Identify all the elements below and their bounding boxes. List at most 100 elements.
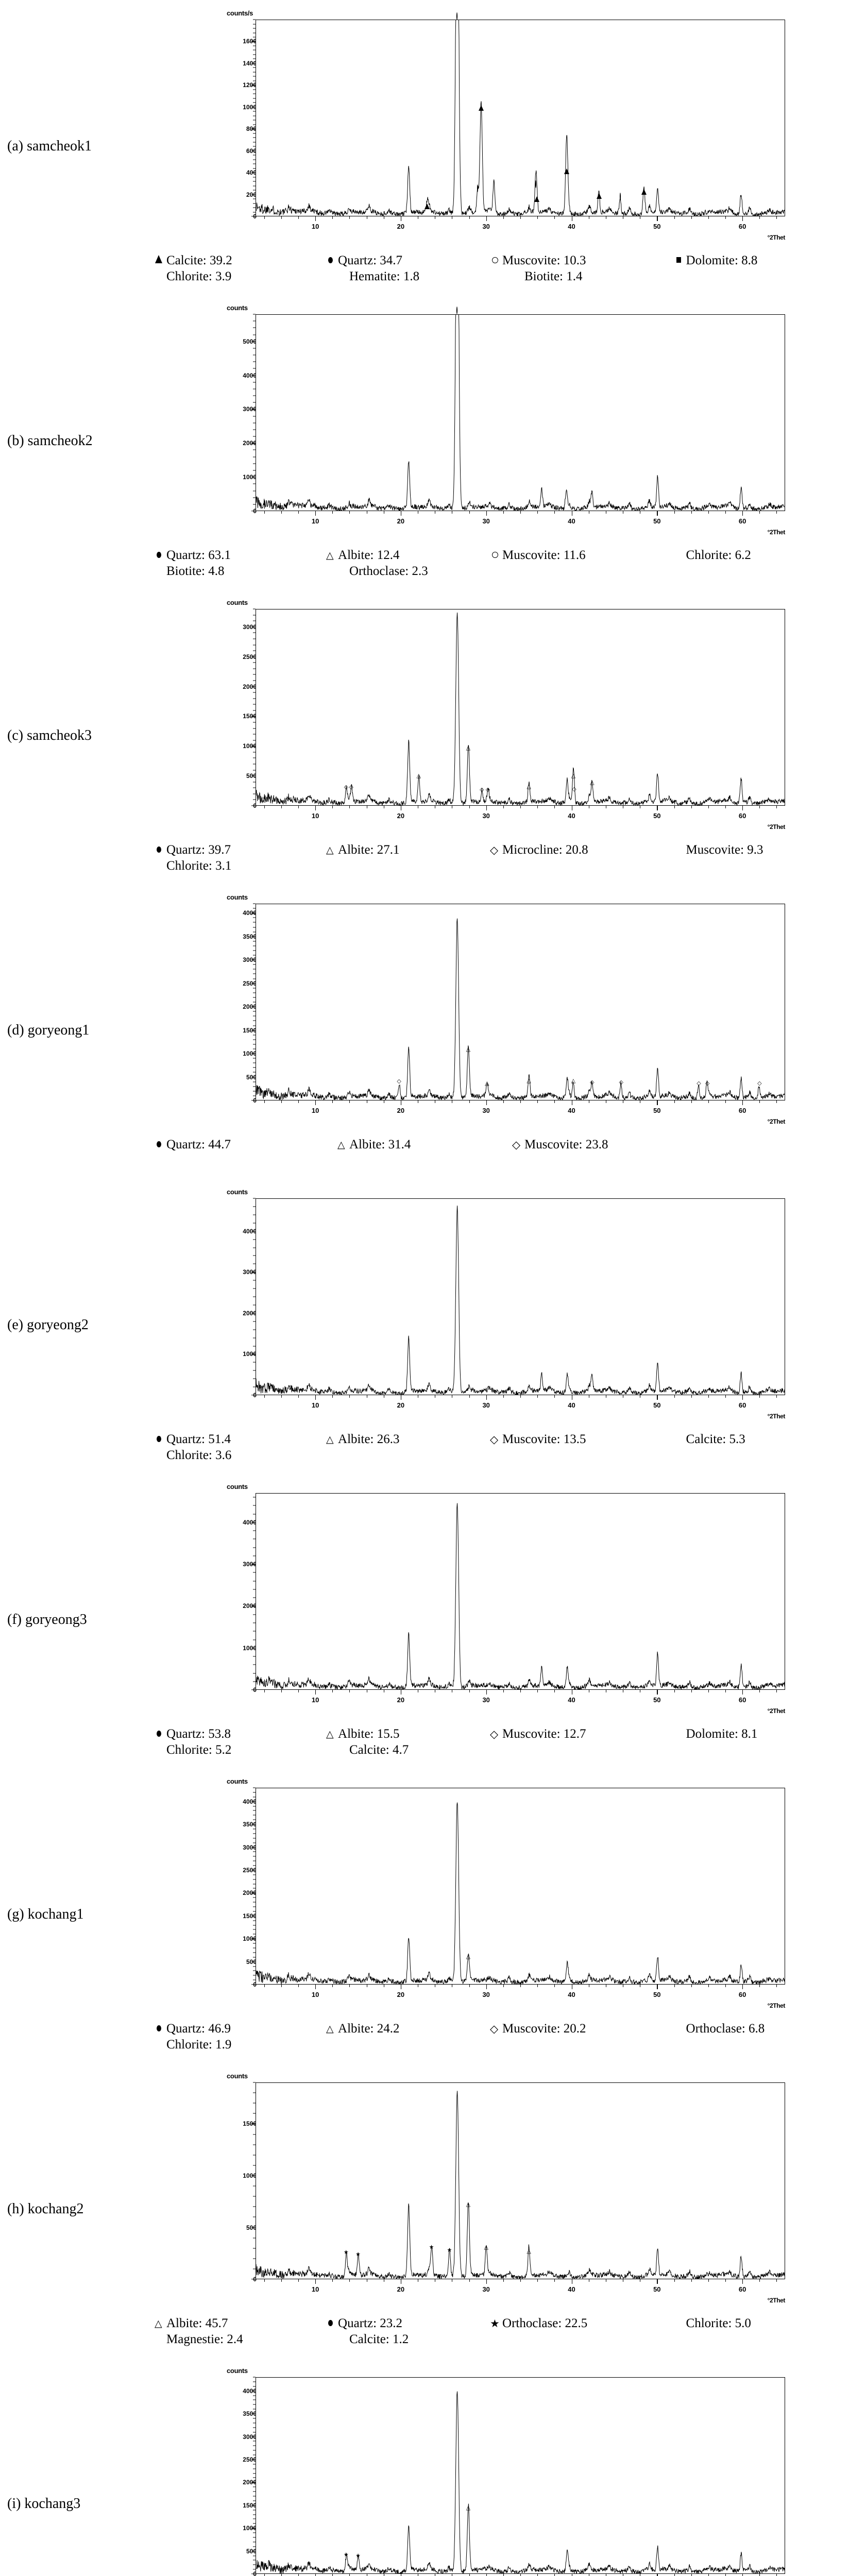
y-minor-tick <box>253 159 256 160</box>
legend-label: Albite: 27.1 <box>338 843 400 857</box>
x-axis-label: °2Thet <box>767 234 786 241</box>
y-tick-label: 1400 <box>243 59 257 67</box>
y-minor-tick <box>253 2555 256 2556</box>
y-minor-tick <box>253 470 256 471</box>
y-minor-tick <box>253 1395 256 1396</box>
y-axis-label: counts <box>227 599 248 606</box>
y-tick-label: 1000 <box>243 742 257 750</box>
legend-item: Chlorite: 3.9 <box>155 269 337 284</box>
x-minor-tick <box>759 1690 760 1692</box>
x-minor-tick <box>503 1100 504 1103</box>
y-tick-label: 3000 <box>243 1268 257 1276</box>
y-minor-tick <box>253 1833 256 1834</box>
y-tick-label: 2000 <box>243 683 257 690</box>
legend-label: Dolomite: 8.1 <box>686 1727 758 1741</box>
x-minor-tick <box>298 1395 299 1398</box>
x-minor-tick <box>725 1395 726 1398</box>
y-tick-label: 2500 <box>243 653 257 660</box>
legend-row: Magnestie: 2.4 Calcite: 1.2 <box>155 2332 819 2348</box>
x-tick-label: 40 <box>568 1107 575 1114</box>
x-minor-tick <box>691 1100 692 1103</box>
y-minor-tick <box>253 1272 256 1273</box>
x-minor-tick <box>554 1690 555 1692</box>
legend-item: Albite: 12.4 <box>326 548 490 563</box>
mineral-legend: Quartz: 46.9 Albite: 24.2 Muscovite: 20.2 O… <box>155 2022 819 2054</box>
legend-item: Microcline: 20.8 <box>490 843 674 857</box>
y-minor-tick <box>253 1847 256 1848</box>
x-axis-label: °2Thet <box>767 1707 786 1715</box>
x-minor-tick <box>776 2574 777 2576</box>
y-minor-tick <box>253 1239 256 1240</box>
y-axis-label: counts <box>227 1483 248 1490</box>
y-minor-tick <box>253 1100 256 1101</box>
x-minor-tick <box>520 2574 521 2576</box>
xrd-trace <box>256 904 785 1100</box>
y-axis-label: counts <box>227 304 248 312</box>
x-tick-label: 60 <box>738 517 746 525</box>
y-minor-tick <box>253 150 256 151</box>
x-minor-tick <box>776 511 777 514</box>
legend-item: Albite: 24.2 <box>326 2022 490 2036</box>
legend-item: Muscovite: 9.3 <box>674 843 819 857</box>
y-minor-tick <box>253 1952 256 1953</box>
x-axis-label: °2Thet <box>767 529 786 536</box>
y-minor-tick <box>253 1362 256 1363</box>
x-tick-label: 40 <box>568 223 575 230</box>
y-tick-label: 1000 <box>243 473 257 481</box>
legend-label: Muscovite: 13.5 <box>502 1432 586 1446</box>
x-minor-tick <box>725 1985 726 1987</box>
legend-item: Chlorite: 1.9 <box>155 2038 337 2052</box>
y-minor-tick <box>253 2514 256 2515</box>
y-minor-tick <box>253 686 256 687</box>
y-tick-label: 1000 <box>243 2524 257 2532</box>
legend-label: Calcite: 1.2 <box>349 2332 409 2346</box>
x-minor-tick <box>520 1100 521 1103</box>
x-minor-tick <box>332 2279 333 2282</box>
legend-label: Biotite: 4.8 <box>166 564 225 578</box>
y-minor-tick <box>253 1681 256 1682</box>
x-axis-ticks: 10 20 30 40 50 60 <box>256 1690 785 1704</box>
panel-caption: (c) samcheok3 <box>7 727 92 743</box>
legend-label: Magnestie: 2.4 <box>166 2332 243 2346</box>
y-minor-tick <box>253 334 256 335</box>
x-minor-tick <box>503 511 504 514</box>
x-minor-tick <box>486 1395 487 1398</box>
legend-row: Calcite: 39.2 Quartz: 34.7 Muscovite: 10.3… <box>155 253 819 269</box>
x-minor-tick <box>674 1985 675 1987</box>
x-minor-tick <box>486 1985 487 1987</box>
y-minor-tick <box>253 190 256 191</box>
y-minor-tick <box>253 2227 256 2228</box>
y-minor-tick <box>253 2523 256 2524</box>
x-tick-label: 40 <box>568 1401 575 1409</box>
y-minor-tick <box>253 638 256 639</box>
y-axis-label: counts <box>227 1777 248 1785</box>
y-minor-tick <box>253 1810 256 1811</box>
x-minor-tick <box>469 1395 470 1398</box>
y-minor-tick <box>253 1505 256 1506</box>
legend-item: Albite: 15.5 <box>326 1727 490 1741</box>
x-minor-tick <box>537 2574 538 2576</box>
x-minor-tick <box>315 1690 316 1692</box>
x-minor-tick <box>264 1985 265 1987</box>
y-tick-label: 2000 <box>243 1602 257 1610</box>
y-axis-label: counts <box>227 2072 248 2080</box>
y-tick-label: 2500 <box>243 2455 257 2463</box>
x-minor-tick <box>725 1100 726 1103</box>
y-minor-tick <box>253 1656 256 1657</box>
legend-row: Chlorite: 1.9 <box>155 2038 819 2054</box>
x-minor-tick <box>725 2574 726 2576</box>
y-tick-label: 3000 <box>243 623 257 631</box>
x-minor-tick <box>742 2279 743 2282</box>
y-minor-tick <box>253 216 256 217</box>
x-minor-tick <box>264 1395 265 1398</box>
xrd-panel: (e) goryeong2counts010002000300040001020… <box>0 1179 849 1473</box>
legend-row: Quartz: 63.1 Albite: 12.4 Muscovite: 11.6 C… <box>155 548 819 564</box>
y-minor-tick <box>253 668 256 669</box>
x-tick-label: 40 <box>568 2285 575 2293</box>
y-minor-tick <box>253 656 256 657</box>
x-minor-tick <box>503 2279 504 2282</box>
y-minor-tick <box>253 2268 256 2269</box>
x-minor-tick <box>776 216 777 219</box>
legend-row: Quartz: 53.8 Albite: 15.5 Muscovite: 12.7 D… <box>155 1727 819 1743</box>
legend-label: Quartz: 23.2 <box>338 2316 403 2330</box>
